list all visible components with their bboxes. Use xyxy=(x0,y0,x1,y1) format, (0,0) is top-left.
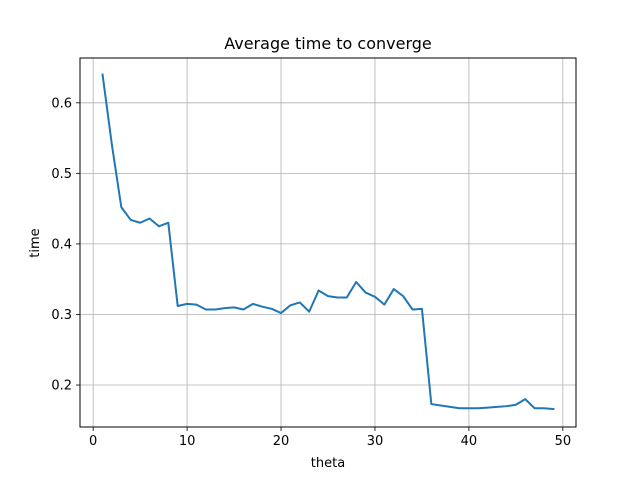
data-point xyxy=(524,398,527,401)
x-tick-label: 30 xyxy=(367,434,384,449)
chart-title: Average time to converge xyxy=(224,34,432,53)
data-point xyxy=(514,403,517,406)
plot-frame xyxy=(79,57,577,428)
data-point xyxy=(533,407,536,410)
series-line xyxy=(101,73,555,411)
data-point xyxy=(439,404,442,407)
data-point xyxy=(261,305,264,308)
data-point xyxy=(139,221,142,224)
data-point xyxy=(336,296,339,299)
data-point xyxy=(176,304,179,307)
data-point xyxy=(298,301,301,304)
data-point xyxy=(373,295,376,298)
data-point xyxy=(552,408,555,411)
data-point xyxy=(195,303,198,306)
data-point xyxy=(204,308,207,311)
series-layer xyxy=(101,73,555,411)
x-tick-label: 10 xyxy=(179,434,196,449)
data-point xyxy=(364,291,367,294)
data-point xyxy=(223,307,226,310)
y-tick-label: 0.2 xyxy=(51,379,72,394)
data-point xyxy=(355,281,358,284)
data-point xyxy=(214,308,217,311)
data-point xyxy=(477,407,480,410)
data-point xyxy=(402,295,405,298)
data-point xyxy=(449,405,452,408)
y-axis-label: time xyxy=(28,228,43,257)
data-point xyxy=(392,288,395,291)
data-point xyxy=(467,407,470,410)
y-tick-label: 0.6 xyxy=(51,96,72,111)
y-tick-label: 0.3 xyxy=(51,308,72,323)
data-point xyxy=(411,308,414,311)
y-tick-label: 0.4 xyxy=(51,237,72,252)
data-point xyxy=(430,403,433,406)
data-point xyxy=(120,206,123,209)
data-point xyxy=(420,307,423,310)
axis-ticks: 0 10 20 30 40 50 0.2 0.3 0.4 0.5 0.6 xyxy=(51,96,571,449)
data-point xyxy=(270,307,273,310)
x-tick-label: 50 xyxy=(555,434,572,449)
data-point xyxy=(251,302,254,305)
data-point xyxy=(496,405,499,408)
data-point xyxy=(233,306,236,309)
data-point xyxy=(486,406,489,409)
data-point xyxy=(308,310,311,313)
x-tick-label: 0 xyxy=(89,434,97,449)
data-point xyxy=(242,308,245,311)
x-tick-label: 40 xyxy=(461,434,478,449)
data-point xyxy=(148,217,151,220)
data-point xyxy=(186,302,189,305)
data-point xyxy=(289,304,292,307)
data-point xyxy=(167,221,170,224)
data-point xyxy=(383,303,386,306)
data-point xyxy=(101,73,104,76)
grid-lines xyxy=(80,58,576,427)
data-point xyxy=(317,289,320,292)
x-tick-label: 20 xyxy=(273,434,290,449)
data-point xyxy=(327,295,330,298)
data-point xyxy=(110,144,113,147)
x-axis-label: theta xyxy=(311,456,345,471)
data-point xyxy=(543,407,546,410)
y-tick-label: 0.5 xyxy=(51,167,72,182)
data-point xyxy=(458,407,461,410)
data-point xyxy=(345,296,348,299)
data-point xyxy=(280,312,283,315)
data-point xyxy=(157,225,160,228)
data-point xyxy=(129,218,132,221)
data-point xyxy=(505,405,508,408)
